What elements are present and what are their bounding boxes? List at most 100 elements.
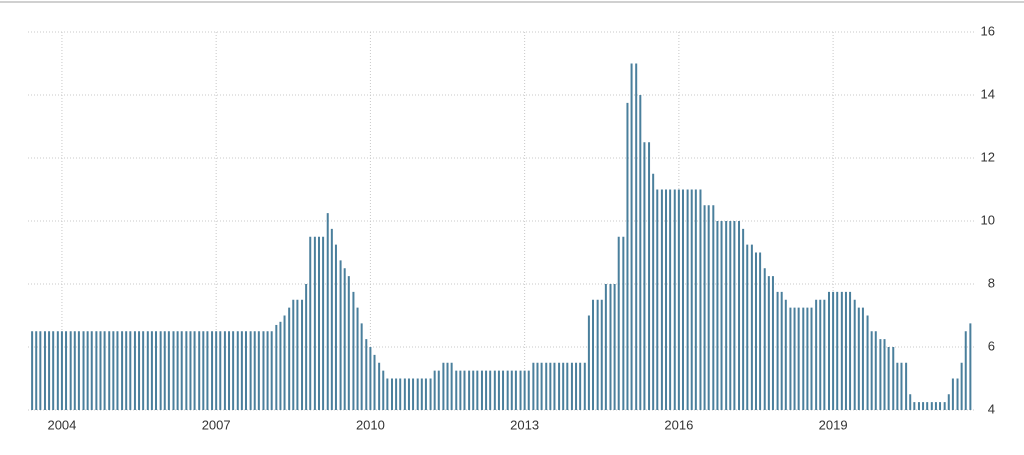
- bar: [738, 221, 741, 410]
- x-tick-label: 2013: [510, 417, 539, 432]
- bar: [519, 370, 522, 410]
- bar: [510, 370, 513, 410]
- bar: [112, 331, 115, 410]
- bar: [579, 362, 582, 410]
- bar: [553, 362, 556, 410]
- bar: [707, 205, 710, 410]
- bar: [455, 370, 458, 410]
- bar: [527, 370, 530, 410]
- bar: [86, 331, 89, 410]
- bar: [211, 331, 214, 410]
- bar: [288, 307, 291, 410]
- bar: [665, 189, 668, 410]
- bar: [750, 244, 753, 410]
- bar: [549, 362, 552, 410]
- bar: [648, 142, 651, 410]
- bar: [433, 370, 436, 410]
- bar: [656, 189, 659, 410]
- bar: [463, 370, 466, 410]
- x-tick-label: 2010: [356, 417, 385, 432]
- bar: [313, 236, 316, 410]
- bar: [759, 252, 762, 410]
- bar: [592, 299, 595, 410]
- bar: [823, 299, 826, 410]
- bar: [138, 331, 141, 410]
- bar: [600, 299, 603, 410]
- bar: [142, 331, 145, 410]
- bar: [493, 370, 496, 410]
- bar: [155, 331, 158, 410]
- bar: [485, 370, 488, 410]
- bar: [356, 307, 359, 410]
- bar: [763, 268, 766, 410]
- bar: [450, 362, 453, 410]
- bar: [73, 331, 76, 410]
- y-tick-label: 16: [981, 23, 995, 38]
- bar: [532, 362, 535, 410]
- bar: [77, 331, 80, 410]
- bar: [771, 276, 774, 410]
- bar: [193, 331, 196, 410]
- bar: [339, 260, 342, 410]
- bar: [69, 331, 72, 410]
- bar: [459, 370, 462, 410]
- y-tick-label: 10: [981, 212, 995, 227]
- bar: [95, 331, 98, 410]
- bar: [99, 331, 102, 410]
- bar: [412, 378, 415, 410]
- bar: [373, 354, 376, 410]
- bar: [266, 331, 269, 410]
- x-tick-label: 2007: [202, 417, 231, 432]
- bar: [330, 228, 333, 410]
- bar: [317, 236, 320, 410]
- bar: [420, 378, 423, 410]
- bar: [437, 370, 440, 410]
- bar: [125, 331, 128, 410]
- bar: [108, 331, 111, 410]
- bar: [947, 394, 950, 410]
- bar: [489, 370, 492, 410]
- bar: [883, 339, 886, 410]
- bar: [223, 331, 226, 410]
- bar: [956, 378, 959, 410]
- bar: [386, 378, 389, 410]
- bar: [819, 299, 822, 410]
- bar: [257, 331, 260, 410]
- bar: [660, 189, 663, 410]
- bar: [283, 315, 286, 410]
- bar: [514, 370, 517, 410]
- y-tick-label: 6: [988, 338, 995, 353]
- bar: [630, 63, 633, 410]
- bar: [836, 291, 839, 410]
- bar: [301, 299, 304, 410]
- bar: [60, 331, 63, 410]
- x-tick-label: 2004: [47, 417, 76, 432]
- bar: [892, 347, 895, 410]
- bar: [939, 402, 942, 410]
- bar: [900, 362, 903, 410]
- bar: [343, 268, 346, 410]
- bar: [446, 362, 449, 410]
- bar: [65, 331, 68, 410]
- bar: [849, 291, 852, 410]
- bar: [617, 236, 620, 410]
- bar: [536, 362, 539, 410]
- bar: [716, 221, 719, 410]
- bar: [360, 323, 363, 410]
- bar: [399, 378, 402, 410]
- bar: [365, 339, 368, 410]
- bar: [909, 394, 912, 410]
- bar: [742, 228, 745, 410]
- bar: [480, 370, 483, 410]
- bar: [129, 331, 132, 410]
- bar: [48, 331, 51, 410]
- bar: [352, 291, 355, 410]
- bar: [35, 331, 38, 410]
- bar: [686, 189, 689, 410]
- bar: [930, 402, 933, 410]
- bar: [249, 331, 252, 410]
- bar: [347, 276, 350, 410]
- bar: [82, 331, 85, 410]
- bar: [844, 291, 847, 410]
